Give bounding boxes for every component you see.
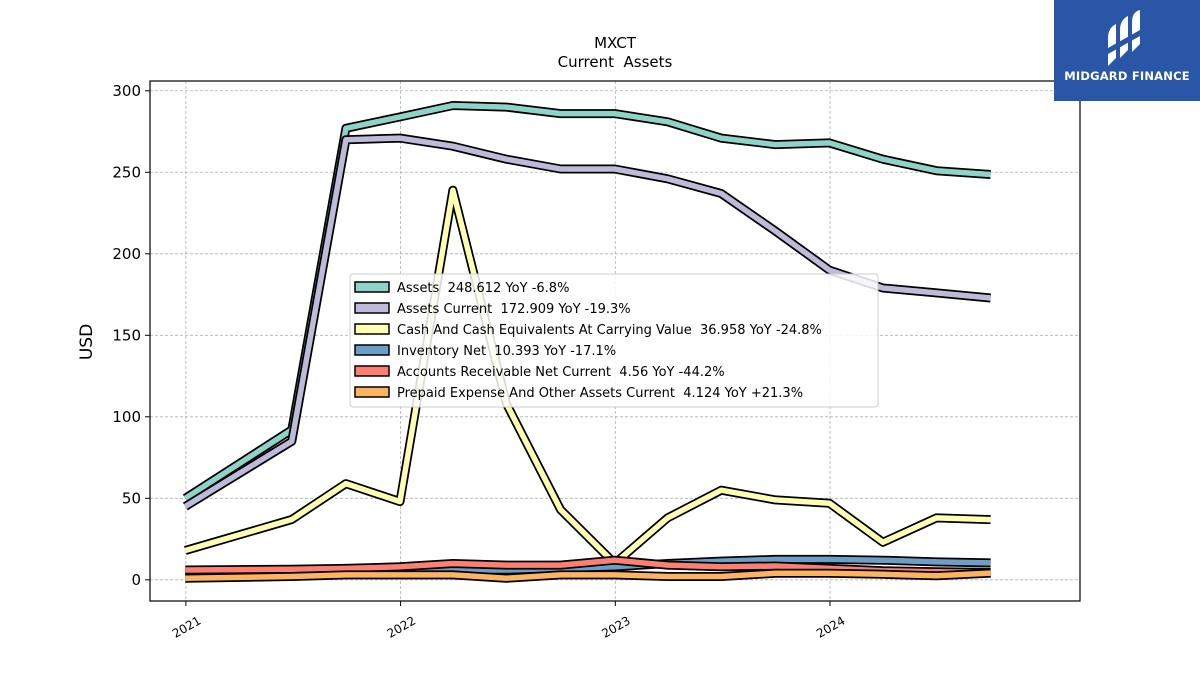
- legend-label: Assets Current 172.909 YoY -19.3%: [397, 302, 631, 317]
- chart-title: MXCT: [594, 34, 637, 52]
- y-tick-label: 100: [112, 408, 141, 426]
- brand-name: MIDGARD FINANCE: [1064, 69, 1190, 83]
- legend-label: Assets 248.612 YoY -6.8%: [397, 281, 569, 296]
- series-line: [182, 101, 991, 503]
- legend-swatch: [354, 323, 390, 335]
- x-tick-label: 2024: [814, 613, 847, 640]
- legend-swatch: [354, 386, 390, 398]
- y-axis-label: USD: [77, 324, 97, 360]
- legend-label: Cash And Cash Equivalents At Carrying Va…: [397, 323, 822, 338]
- y-tick-label: 250: [112, 163, 141, 181]
- y-tick-label: 200: [112, 245, 141, 263]
- legend-swatch: [354, 365, 390, 377]
- legend-label: Accounts Receivable Net Current 4.56 YoY…: [397, 365, 725, 380]
- y-tick-label: 0: [131, 571, 141, 589]
- brand-logo: MIDGARD FINANCE: [1054, 0, 1200, 101]
- midgard-logo-icon: [1108, 10, 1140, 66]
- legend-swatch: [354, 281, 390, 293]
- y-tick-label: 300: [112, 82, 141, 100]
- x-tick-label: 2021: [170, 613, 203, 640]
- y-tick-label: 150: [112, 326, 141, 344]
- series-line-fill: [185, 570, 991, 581]
- plot-frame: [149, 80, 1081, 602]
- x-tick-label: 2023: [599, 613, 632, 640]
- series-line-fill: [183, 102, 991, 501]
- legend-swatch: [354, 344, 390, 356]
- x-tick-label: 2022: [385, 613, 418, 640]
- legend-box: [349, 273, 879, 408]
- series-line: [185, 568, 991, 583]
- y-tick-label: 50: [122, 489, 141, 507]
- legend: Assets 248.612 YoY -6.8% Assets Current 1…: [349, 273, 879, 408]
- legend-swatch: [354, 302, 390, 314]
- legend-label: Prepaid Expense And Other Assets Current…: [397, 386, 803, 401]
- chart-subtitle: Current Assets: [558, 53, 673, 71]
- legend-label: Inventory Net 10.393 YoY -17.1%: [397, 344, 616, 359]
